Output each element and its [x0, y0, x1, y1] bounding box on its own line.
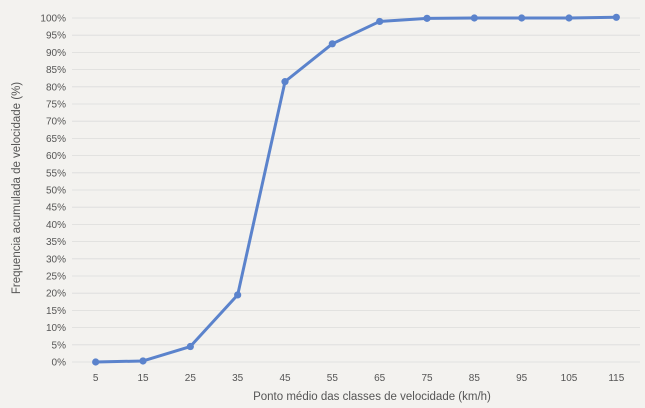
y-tick-label: 35% — [46, 237, 66, 248]
data-point — [139, 357, 147, 365]
x-tick-label: 5 — [93, 373, 99, 384]
y-tick-label: 55% — [46, 168, 66, 179]
data-point — [423, 14, 431, 22]
y-tick-label: 100% — [40, 14, 66, 25]
x-axis-title: Ponto médio das classes de velocidade (k… — [253, 391, 491, 403]
x-tick-label: 25 — [185, 373, 197, 384]
y-tick-label: 85% — [46, 65, 66, 76]
y-tick-label: 0% — [52, 358, 67, 369]
x-tick-label: 85 — [469, 373, 481, 384]
y-tick-label: 60% — [46, 151, 66, 162]
data-point — [470, 14, 478, 22]
y-tick-label: 30% — [46, 254, 66, 265]
x-tick-label: 45 — [279, 373, 291, 384]
y-tick-label: 65% — [46, 134, 66, 145]
x-tick-label: 105 — [561, 373, 578, 384]
x-tick-label: 115 — [608, 373, 624, 384]
y-tick-label: 20% — [46, 289, 66, 300]
y-tick-label: 40% — [46, 220, 66, 231]
y-tick-label: 15% — [46, 306, 66, 317]
series-group — [92, 13, 620, 366]
y-tick-label: 10% — [46, 323, 66, 334]
gridlines — [72, 17, 640, 363]
series-line — [94, 15, 618, 364]
data-point — [612, 13, 620, 21]
data-point — [518, 14, 526, 22]
data-point — [565, 14, 573, 22]
x-tick-label: 55 — [327, 373, 339, 384]
x-tick-label: 75 — [421, 373, 433, 384]
y-tick-label: 70% — [46, 117, 66, 128]
y-tick-label: 75% — [46, 100, 66, 111]
y-tick-label: 50% — [46, 186, 66, 197]
x-axis-ticks: 5 15 25 35 45 55 65 75 85 95 105 115 — [93, 373, 625, 384]
y-axis-title: Frequencia acumulada de velocidade (%) — [11, 82, 23, 294]
y-tick-label: 25% — [46, 272, 66, 283]
y-tick-label: 80% — [46, 82, 66, 93]
data-point — [328, 40, 336, 48]
x-tick-label: 35 — [232, 373, 244, 384]
y-tick-label: 95% — [46, 31, 66, 42]
y-tick-label: 5% — [52, 340, 67, 351]
y-axis-ticks: 0% 5% 10% 15% 20% 25% 30% 35% 40% 45% 50% 55% 60% 65%… — [40, 14, 66, 369]
x-tick-label: 65 — [374, 373, 386, 384]
data-point — [281, 78, 289, 86]
data-point — [92, 358, 100, 366]
x-tick-label: 15 — [137, 373, 149, 384]
data-point — [234, 291, 242, 299]
data-point — [186, 342, 194, 351]
data-point — [376, 17, 384, 26]
y-tick-label: 45% — [46, 203, 66, 214]
y-tick-label: 90% — [46, 48, 66, 59]
x-tick-label: 95 — [516, 373, 528, 384]
